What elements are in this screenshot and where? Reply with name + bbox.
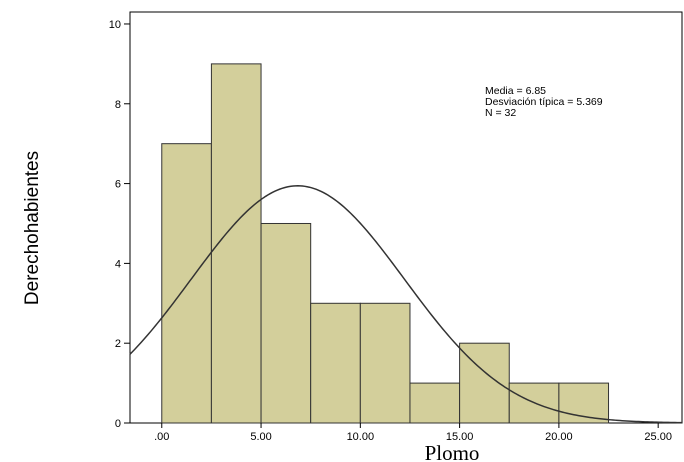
y-tick-label: 6 [115,179,121,191]
y-tick-label: 2 [115,338,121,350]
histogram-bar [260,222,312,424]
x-tick-label: 15.00 [446,431,474,443]
histogram-bar [310,302,361,424]
x-axis: .00 5.00 10.00 15.00 20.00 25.00 [154,423,672,443]
histogram-bar [161,143,212,424]
normal-curve [129,185,683,424]
x-axis-label: Plomo [425,441,480,462]
x-tick-label: 25.00 [644,431,672,443]
y-axis-label: Derechohabientes [22,151,43,305]
x-tick-label: 10.00 [347,431,375,443]
y-tick-label: 4 [115,258,121,270]
stat-mean: Media = 6.85 [485,85,546,97]
bars-group [161,63,610,424]
x-tick-label: .00 [154,431,169,443]
histogram-bar [359,302,411,424]
stat-n: N = 32 [485,107,516,119]
y-tick-label: 0 [115,418,121,430]
histogram-bar [409,382,461,424]
x-tick-label: 5.00 [250,431,271,443]
histogram-bar [210,63,262,424]
y-tick-label: 8 [115,99,121,111]
y-axis: 0 2 4 6 8 10 [109,19,130,430]
stat-sd: Desviación típica = 5.369 [485,96,603,108]
y-tick-label: 10 [109,19,121,31]
x-tick-label: 20.00 [545,431,573,443]
